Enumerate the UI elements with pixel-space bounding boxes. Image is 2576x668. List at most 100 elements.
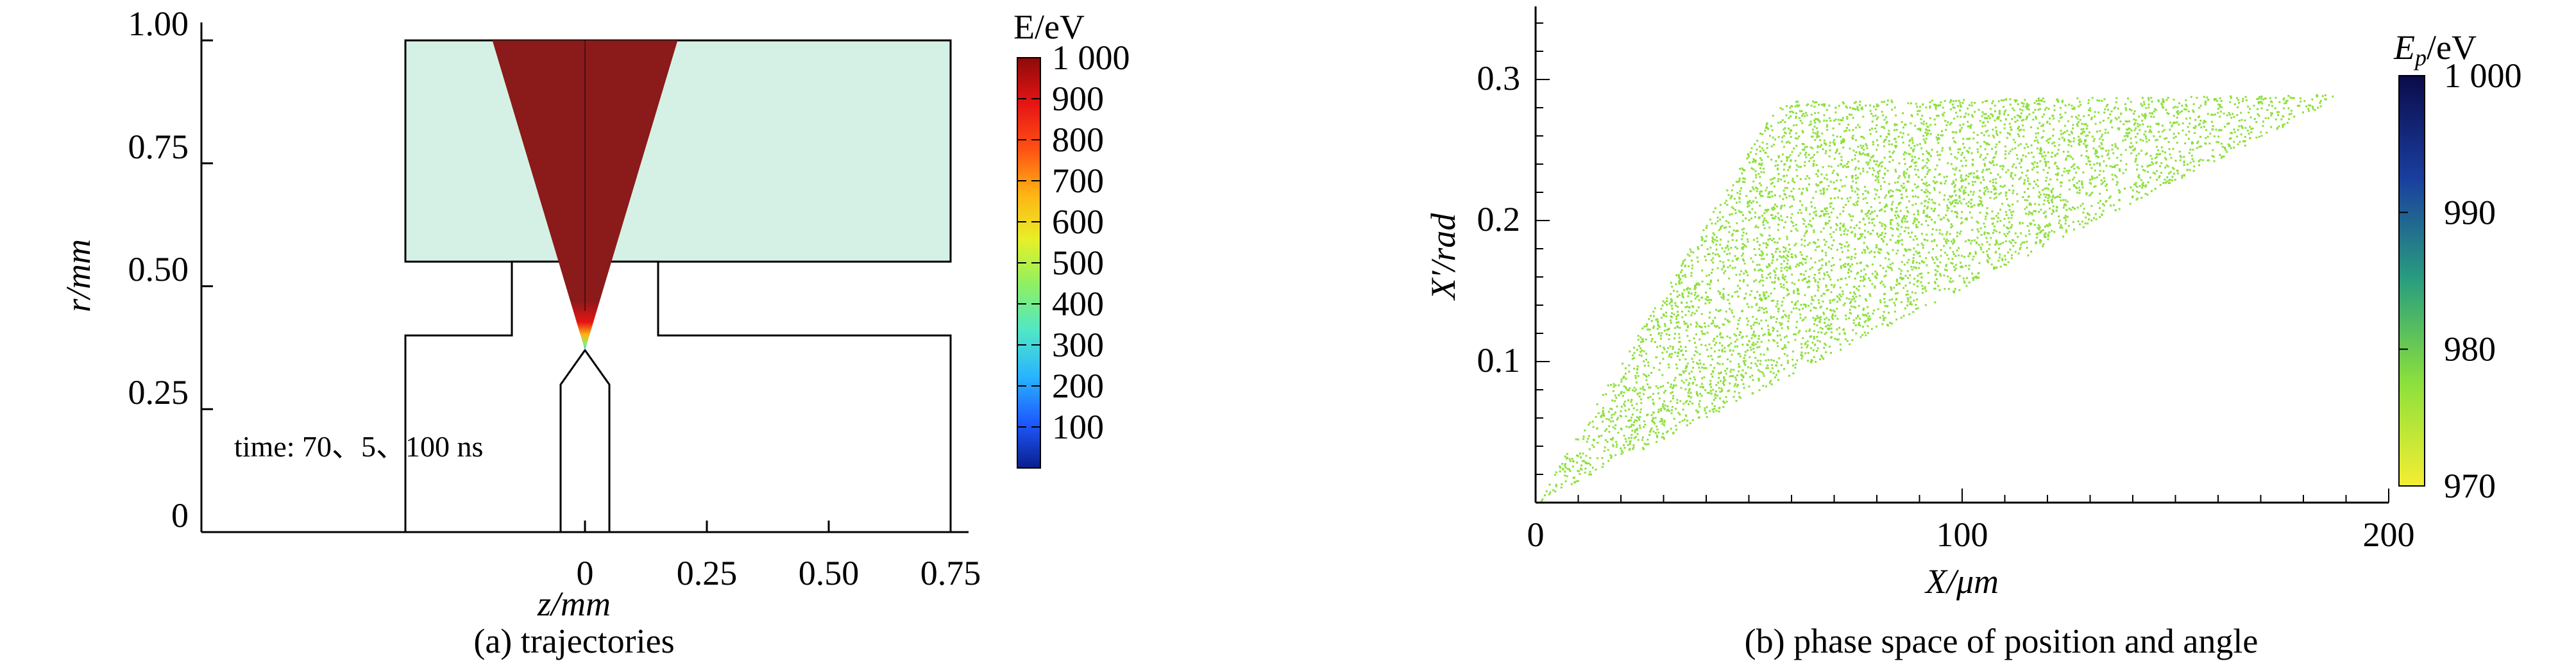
phase-point <box>1756 263 1758 266</box>
phase-point <box>1774 194 1776 197</box>
phase-point <box>1913 145 1916 147</box>
phase-point <box>1779 334 1781 337</box>
phase-point <box>1801 262 1803 264</box>
phase-point <box>1801 355 1803 357</box>
phase-point <box>1811 135 1814 138</box>
phase-point <box>2039 147 2042 149</box>
phase-point <box>2233 128 2235 131</box>
phase-point <box>2028 213 2029 215</box>
phase-point <box>1852 135 1854 137</box>
phase-point <box>1994 186 1996 188</box>
phase-point <box>1854 256 1856 259</box>
phase-point <box>2146 194 2149 196</box>
phase-point <box>1786 326 1789 328</box>
phase-point <box>1984 164 1986 167</box>
phase-point <box>1756 346 1759 349</box>
phase-point <box>2324 98 2326 101</box>
phase-point <box>1929 155 1932 157</box>
phase-point <box>1927 132 1929 135</box>
phase-point <box>1772 181 1774 184</box>
phase-point <box>1925 137 1928 140</box>
phase-point <box>1893 150 1895 153</box>
phase-point <box>1972 181 1974 183</box>
phase-point <box>1928 282 1930 284</box>
phase-point <box>1670 409 1673 412</box>
phase-point <box>1913 299 1915 302</box>
phase-point <box>1959 101 1962 104</box>
phase-point <box>1935 282 1936 285</box>
phase-point <box>1789 110 1792 113</box>
phase-point <box>1673 313 1675 315</box>
phase-point <box>2046 106 2048 109</box>
phase-point <box>1941 233 1944 236</box>
phase-point <box>1738 392 1740 394</box>
phase-point <box>1817 119 1820 122</box>
phase-point <box>1559 467 1562 469</box>
phase-point <box>1670 412 1673 415</box>
phase-point <box>1818 260 1820 262</box>
phase-point <box>2082 226 2085 228</box>
phase-point <box>1886 99 1889 102</box>
phase-point <box>2199 136 2201 138</box>
phase-point <box>1688 388 1691 390</box>
phase-point <box>1743 169 1745 171</box>
phase-point <box>1968 104 1970 106</box>
phase-point <box>2054 154 2056 157</box>
phase-point <box>2030 251 2033 253</box>
phase-point <box>1937 104 1940 107</box>
phase-point <box>1801 204 1804 206</box>
phase-point <box>1996 266 1998 269</box>
phase-point <box>1660 408 1663 410</box>
phase-point <box>1746 303 1749 305</box>
phase-point <box>1808 160 1811 162</box>
phase-point <box>1972 172 1975 174</box>
phase-point <box>1627 420 1630 422</box>
phase-point <box>1759 150 1761 153</box>
phase-point <box>1668 338 1670 340</box>
phase-point <box>2004 235 2007 237</box>
phase-point <box>1902 112 1904 115</box>
phase-point <box>1731 206 1733 208</box>
phase-point <box>1750 217 1752 220</box>
phase-point <box>2199 122 2201 125</box>
phase-point <box>1782 274 1784 276</box>
phase-point <box>1633 367 1636 370</box>
phase-point <box>1936 151 1938 153</box>
phase-point <box>2071 108 2074 110</box>
phase-point <box>1756 148 1758 151</box>
phase-point <box>1895 241 1897 244</box>
phase-point <box>1934 181 1936 184</box>
phase-point <box>1690 260 1693 262</box>
phase-point <box>2087 102 2090 104</box>
phase-point <box>1826 271 1828 273</box>
phase-point <box>2072 184 2075 186</box>
phase-point <box>2283 107 2285 110</box>
phase-point <box>1917 113 1919 115</box>
phase-point <box>2017 127 2019 129</box>
phase-point <box>1631 404 1633 406</box>
phase-point <box>1780 160 1783 163</box>
phase-point <box>1986 231 1988 234</box>
phase-point <box>1842 138 1844 140</box>
phase-point <box>1654 422 1656 425</box>
phase-point <box>1935 256 1937 258</box>
phase-point <box>1823 313 1826 315</box>
phase-point <box>1976 141 1979 144</box>
phase-point <box>1825 285 1827 288</box>
phase-point <box>1781 219 1783 221</box>
phase-point <box>2280 118 2283 121</box>
phase-point <box>1954 189 1956 192</box>
phase-point <box>1688 403 1690 405</box>
phase-point <box>1705 259 1707 262</box>
phase-point <box>1666 410 1668 412</box>
phase-point <box>1919 128 1920 130</box>
phase-point <box>1917 185 1919 188</box>
phase-point <box>1765 297 1767 300</box>
phase-point <box>1970 101 1973 104</box>
phase-point <box>1845 106 1848 109</box>
phase-point <box>1868 277 1870 280</box>
phase-point <box>2141 97 2144 99</box>
phase-point <box>1721 268 1724 271</box>
phase-point <box>2157 99 2160 101</box>
phase-point <box>1906 168 1909 171</box>
